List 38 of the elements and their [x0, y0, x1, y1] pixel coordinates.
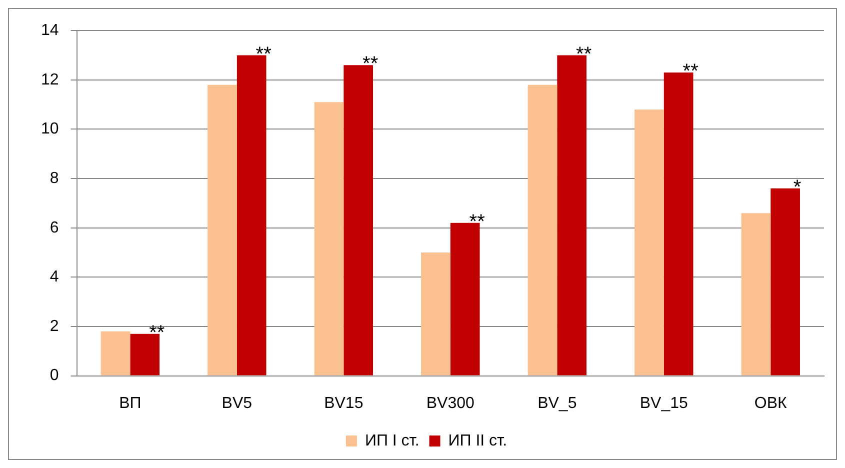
x-tick-label: ОВК — [754, 394, 788, 412]
bar — [236, 55, 266, 376]
annotation: ** — [469, 210, 486, 233]
x-tick-label: BV_5 — [538, 394, 577, 412]
y-tick-label: 10 — [41, 120, 59, 138]
bar — [664, 72, 694, 376]
x-tick-label: BV300 — [426, 394, 475, 412]
bar — [741, 213, 771, 376]
bar — [450, 222, 480, 376]
y-tick-label: 12 — [41, 71, 59, 88]
bar — [557, 55, 586, 376]
bar — [208, 84, 237, 376]
annotation: ** — [362, 53, 378, 76]
annotation: ** — [682, 60, 699, 83]
y-tick-label: 8 — [50, 170, 59, 187]
y-tick-label: 0 — [50, 367, 59, 384]
annotation: ** — [149, 322, 165, 344]
bar — [344, 65, 374, 376]
bar — [421, 252, 450, 376]
bar — [130, 334, 160, 376]
x-tick-label: ВП — [119, 394, 142, 412]
legend-label: ИП I ст. — [364, 432, 420, 450]
bar — [314, 102, 344, 376]
y-tick-label: 4 — [50, 268, 59, 286]
annotation: * — [793, 176, 802, 198]
x-tick-label: BV5 — [222, 394, 252, 412]
bar — [770, 188, 800, 376]
y-tick-label: 14 — [41, 22, 59, 40]
bar — [100, 331, 130, 376]
y-tick-label: 6 — [50, 219, 59, 236]
annotation: ** — [256, 43, 272, 66]
x-tick-label: BV_15 — [640, 394, 688, 412]
annotation: ** — [576, 43, 592, 66]
bar — [528, 84, 558, 376]
legend-label: ИП II ст. — [448, 432, 508, 450]
y-tick-label: 2 — [50, 318, 59, 335]
x-tick-label: BV15 — [324, 394, 364, 412]
bar — [634, 110, 664, 376]
